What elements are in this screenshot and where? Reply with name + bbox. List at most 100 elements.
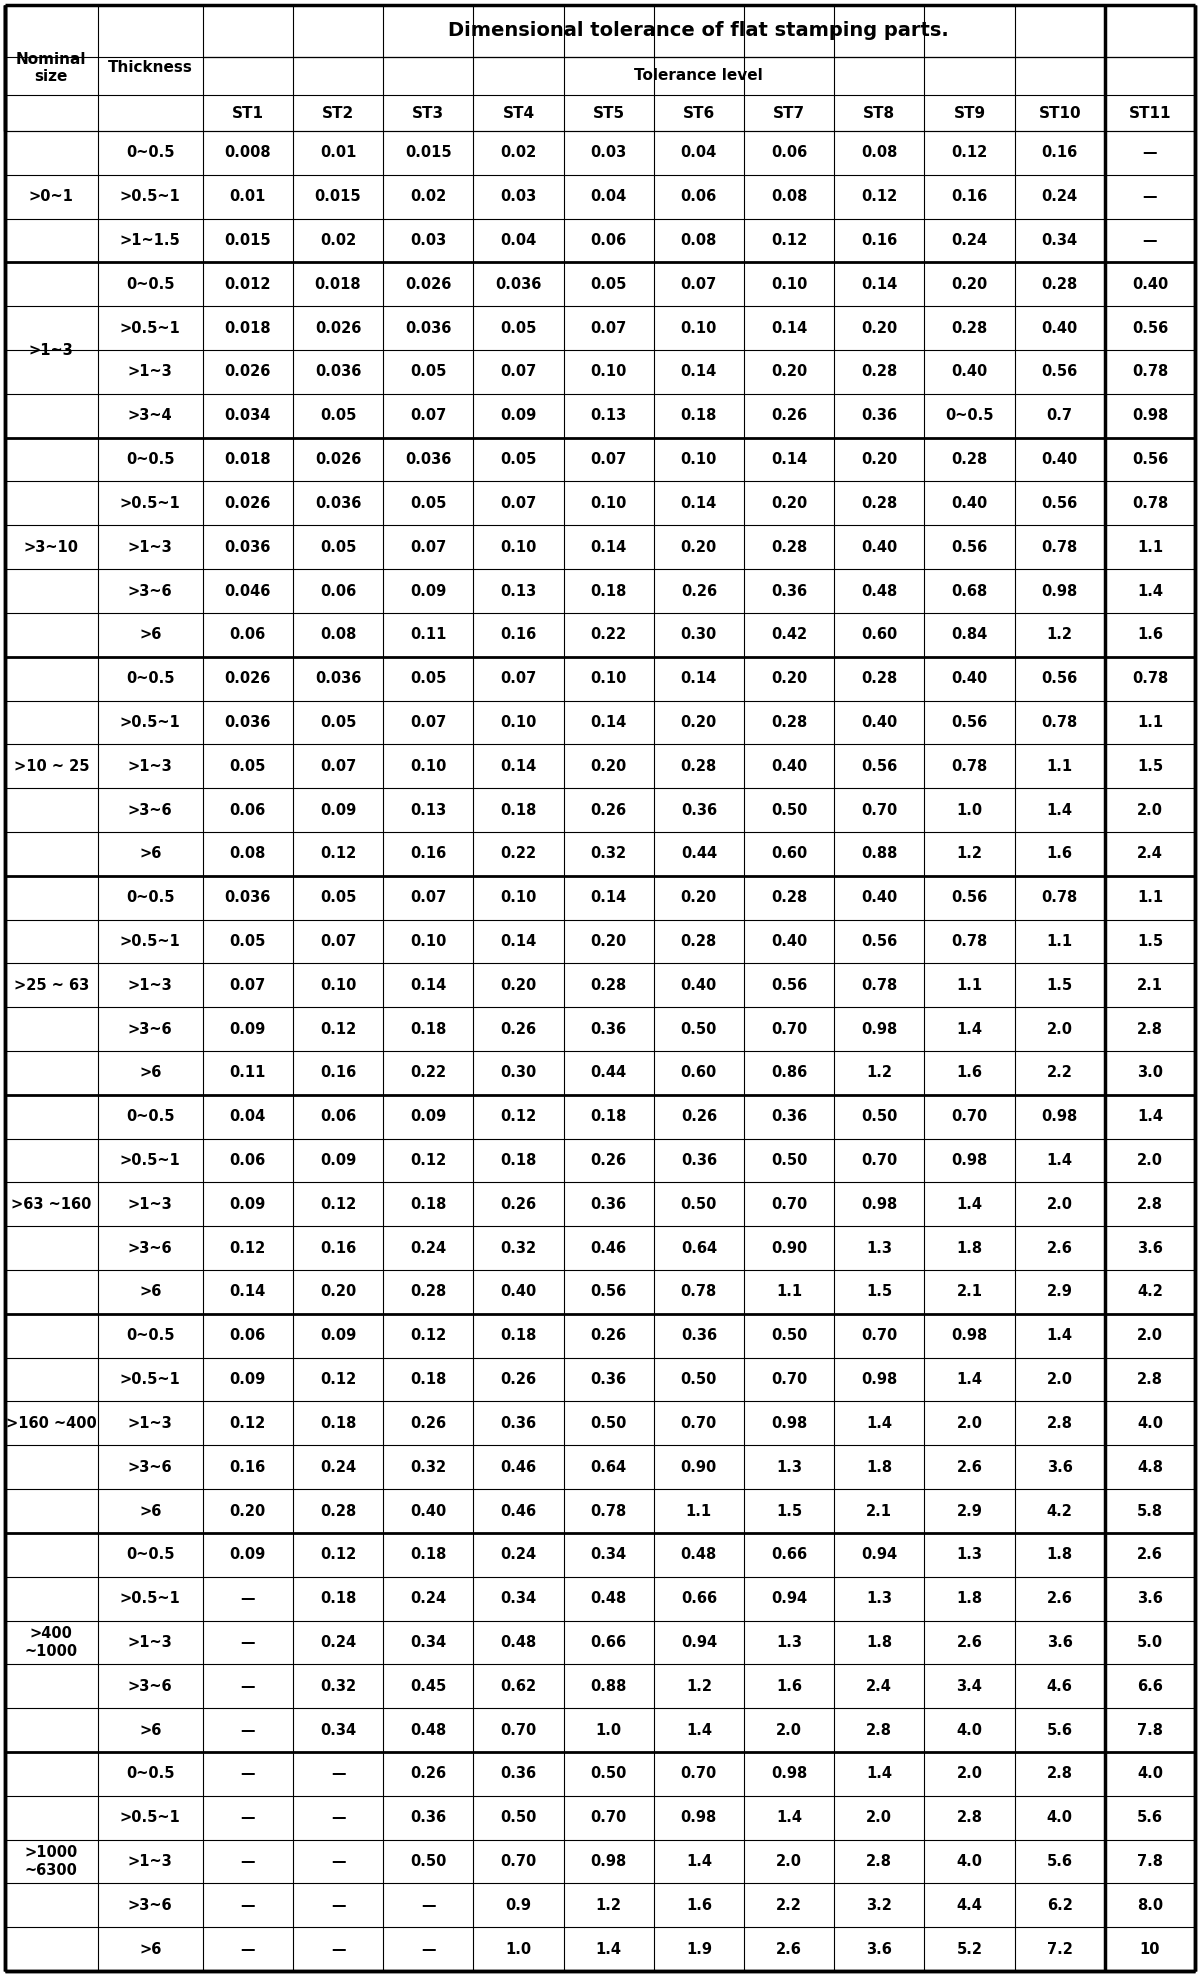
Text: 0.50: 0.50 [680, 1022, 718, 1037]
Text: 1.4: 1.4 [866, 1767, 893, 1780]
Text: 1.6: 1.6 [776, 1680, 802, 1693]
Text: 2.0: 2.0 [956, 1767, 983, 1780]
Text: 1.5: 1.5 [1046, 978, 1073, 992]
Text: 0.12: 0.12 [500, 1109, 536, 1124]
Text: 1.3: 1.3 [956, 1547, 983, 1563]
Text: 0.78: 0.78 [1132, 672, 1168, 686]
Text: 2.8: 2.8 [1136, 1022, 1163, 1037]
Text: 4.4: 4.4 [956, 1897, 983, 1913]
Text: 0.90: 0.90 [680, 1460, 716, 1474]
Text: 0.36: 0.36 [590, 1371, 626, 1387]
Text: 0.02: 0.02 [410, 190, 446, 204]
Text: 0.78: 0.78 [590, 1504, 626, 1518]
Text: 1.4: 1.4 [686, 1723, 712, 1737]
Text: 0.78: 0.78 [1132, 364, 1168, 379]
Text: 0.08: 0.08 [229, 846, 266, 862]
Text: —: — [331, 1853, 346, 1869]
Text: >3~4: >3~4 [128, 409, 173, 423]
Text: 0.026: 0.026 [314, 453, 361, 466]
Text: —: — [331, 1897, 346, 1913]
Text: 0.36: 0.36 [862, 409, 898, 423]
Text: 0.16: 0.16 [320, 1241, 356, 1255]
Text: 1.6: 1.6 [956, 1065, 983, 1081]
Text: 1.8: 1.8 [956, 1591, 983, 1606]
Text: —: — [331, 1810, 346, 1826]
Text: 0.16: 0.16 [320, 1065, 356, 1081]
Text: 0.56: 0.56 [862, 759, 898, 775]
Text: 0.03: 0.03 [590, 146, 626, 160]
Text: 0.10: 0.10 [410, 759, 446, 775]
Text: 0.015: 0.015 [404, 146, 451, 160]
Text: 1.8: 1.8 [1046, 1547, 1073, 1563]
Text: 0.06: 0.06 [680, 190, 716, 204]
Text: Tolerance level: Tolerance level [635, 69, 763, 83]
Text: Dimensional tolerance of flat stamping parts.: Dimensional tolerance of flat stamping p… [449, 22, 949, 40]
Text: 2.6: 2.6 [956, 1634, 983, 1650]
Text: 7.8: 7.8 [1136, 1853, 1163, 1869]
Text: 0.18: 0.18 [410, 1022, 446, 1037]
Text: 0.05: 0.05 [500, 453, 536, 466]
Text: 0.05: 0.05 [410, 672, 446, 686]
Text: 0.34: 0.34 [1042, 233, 1078, 249]
Text: 0.10: 0.10 [590, 364, 626, 379]
Text: 4.2: 4.2 [1136, 1284, 1163, 1300]
Text: >1~3: >1~3 [128, 364, 173, 379]
Text: 0.14: 0.14 [770, 453, 808, 466]
Text: 0.16: 0.16 [862, 233, 898, 249]
Text: 0.36: 0.36 [680, 802, 716, 818]
Text: Nominal
size: Nominal size [16, 51, 86, 85]
Text: 1.4: 1.4 [1046, 1154, 1073, 1168]
Text: 0.98: 0.98 [952, 1328, 988, 1344]
Text: 0.05: 0.05 [229, 935, 266, 948]
Text: 0.98: 0.98 [1042, 583, 1078, 599]
Text: 0.68: 0.68 [952, 583, 988, 599]
Text: 4.0: 4.0 [1046, 1810, 1073, 1826]
Text: 2.2: 2.2 [776, 1897, 802, 1913]
Text: 2.6: 2.6 [1046, 1591, 1073, 1606]
Text: 0.008: 0.008 [224, 146, 271, 160]
Text: 0.36: 0.36 [590, 1022, 626, 1037]
Text: 1.1: 1.1 [1136, 715, 1163, 729]
Text: 0.036: 0.036 [224, 889, 271, 905]
Text: 0.44: 0.44 [680, 846, 716, 862]
Text: 2.8: 2.8 [1136, 1197, 1163, 1211]
Text: 0.05: 0.05 [500, 320, 536, 336]
Text: >1~3: >1~3 [128, 1197, 173, 1211]
Text: 0.70: 0.70 [680, 1417, 716, 1431]
Text: ST3: ST3 [412, 105, 444, 121]
Text: 0.28: 0.28 [862, 672, 898, 686]
Text: 0.78: 0.78 [952, 759, 988, 775]
Text: 1.4: 1.4 [1046, 1328, 1073, 1344]
Text: 0.20: 0.20 [770, 672, 808, 686]
Text: 0.07: 0.07 [590, 453, 626, 466]
Text: 0.036: 0.036 [406, 453, 451, 466]
Text: 0.04: 0.04 [500, 233, 536, 249]
Text: 0.026: 0.026 [224, 364, 271, 379]
Text: 1.1: 1.1 [956, 978, 983, 992]
Text: 0.70: 0.70 [952, 1109, 988, 1124]
Text: 2.6: 2.6 [1046, 1241, 1073, 1255]
Text: 0.026: 0.026 [224, 496, 271, 512]
Text: 0.10: 0.10 [590, 672, 626, 686]
Text: 0.26: 0.26 [500, 1197, 536, 1211]
Text: >1~3: >1~3 [128, 539, 173, 555]
Text: —: — [331, 1942, 346, 1956]
Text: >0.5~1: >0.5~1 [120, 1591, 180, 1606]
Text: >6: >6 [139, 1065, 161, 1081]
Text: 0.07: 0.07 [500, 364, 536, 379]
Text: 0.30: 0.30 [680, 626, 716, 642]
Text: >63 ~160: >63 ~160 [11, 1197, 91, 1211]
Text: 3.6: 3.6 [866, 1942, 893, 1956]
Text: 0.40: 0.40 [952, 672, 988, 686]
Text: 0.98: 0.98 [590, 1853, 626, 1869]
Text: 0.22: 0.22 [590, 626, 626, 642]
Text: 0.20: 0.20 [770, 364, 808, 379]
Text: >0.5~1: >0.5~1 [120, 1154, 180, 1168]
Text: 2.8: 2.8 [866, 1723, 893, 1737]
Text: 0.14: 0.14 [590, 889, 626, 905]
Text: 1.3: 1.3 [866, 1241, 893, 1255]
Text: 0.98: 0.98 [770, 1767, 808, 1780]
Text: 0.09: 0.09 [229, 1371, 266, 1387]
Text: 1.6: 1.6 [1046, 846, 1073, 862]
Text: 0.56: 0.56 [770, 978, 808, 992]
